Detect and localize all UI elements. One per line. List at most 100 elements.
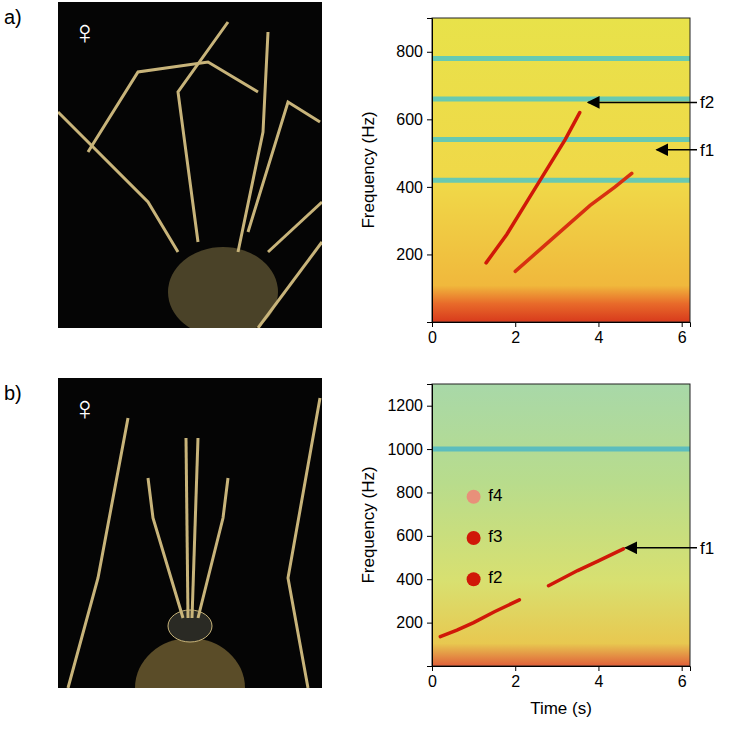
y-tick: 200: [396, 246, 432, 263]
x-tick-label: 4: [594, 673, 603, 690]
y-axis-line: [427, 385, 433, 667]
harmonic-label: f4: [488, 486, 502, 505]
y-tick-label: 600: [396, 527, 423, 544]
mosquito-leg: [268, 202, 322, 252]
x-tick-label: 4: [594, 329, 603, 346]
harmonic-label: f2: [488, 568, 502, 587]
y-tick-mark: [427, 187, 432, 188]
y-tick-label: 1200: [387, 397, 423, 414]
y-tick-label: 200: [396, 246, 423, 263]
mosquito-head: [168, 610, 212, 642]
x-tick-mark: [598, 666, 599, 671]
y-tick-mark: [427, 406, 432, 407]
annotation-arrow: [588, 102, 697, 104]
x-tick: 2: [511, 666, 520, 690]
x-tick-mark: [682, 666, 683, 671]
frequency-trace: [440, 549, 623, 637]
x-axis-title: Time (s): [530, 699, 592, 718]
y-tick-mark: [427, 449, 432, 450]
noise-band: [432, 56, 690, 61]
y-tick-label: 1000: [387, 441, 423, 458]
y-axis: 200 400 600 800: [396, 19, 432, 323]
mosquito-leg: [198, 478, 228, 618]
y-tick-mark: [427, 492, 432, 493]
x-tick-mark: [515, 322, 516, 327]
photo-background: [58, 378, 322, 688]
x-tick: 4: [594, 322, 603, 346]
y-axis: 200 400 600 800 1000 1200: [387, 385, 432, 667]
arrow-label: f1: [700, 141, 714, 160]
x-tick-label: 0: [428, 329, 437, 346]
y-tick-mark: [427, 254, 432, 255]
x-axis-line: [433, 667, 691, 672]
spectrogram-background: [432, 18, 690, 322]
annotation-arrow: [626, 547, 698, 549]
harmonic-blob: [467, 490, 481, 504]
x-axis-line: [433, 323, 691, 328]
y-tick: 800: [396, 484, 432, 501]
y-tick-label: 800: [396, 43, 423, 60]
x-tick: 6: [678, 666, 687, 690]
x-tick: 6: [678, 322, 687, 346]
y-tick-label: 400: [396, 179, 423, 196]
y-axis-title: Frequency (Hz): [359, 111, 378, 228]
x-tick: 0: [428, 322, 437, 346]
x-tick-mark: [515, 666, 516, 671]
x-tick: 4: [594, 666, 603, 690]
y-tick: 1000: [387, 441, 432, 458]
noise-band: [432, 97, 690, 102]
harmonic-label: f3: [488, 527, 502, 546]
mosquito-leg: [178, 22, 228, 242]
y-tick-mark: [427, 119, 432, 120]
photo-panel: ♀: [58, 2, 322, 337]
harmonic-blob: [467, 572, 481, 586]
sex-symbol: ♀: [72, 389, 98, 427]
y-tick-mark: [427, 623, 432, 624]
mosquito-leg: [58, 112, 178, 252]
y-tick: 400: [396, 571, 432, 588]
mosquito-leg: [68, 418, 128, 688]
y-axis-title: Frequency (Hz): [359, 466, 378, 583]
y-tick-label: 800: [396, 484, 423, 501]
y-tick: 600: [396, 527, 432, 544]
noise-band: [432, 137, 690, 142]
mosquito-sketch: [58, 22, 322, 328]
y-tick: 400: [396, 179, 432, 196]
frequency-trace: [486, 113, 580, 263]
x-tick-label: 6: [678, 329, 687, 346]
mosquito-leg: [288, 398, 320, 688]
y-tick: 800: [396, 43, 432, 60]
mosquito-leg: [88, 62, 258, 152]
photo-panel: ♀: [58, 378, 322, 729]
plot-frame: [432, 384, 690, 666]
x-tick-mark: [598, 322, 599, 327]
y-tick-label: 200: [396, 614, 423, 631]
frequency-trace: [515, 173, 632, 271]
mosquito-body: [135, 638, 245, 688]
figure: ♀♀0246200400600800Frequency (Hz)a)f2f102…: [0, 0, 742, 729]
x-tick-label: 0: [428, 673, 437, 690]
sex-symbol: ♀: [72, 13, 98, 51]
spectrogram-background: [432, 384, 690, 666]
plot-frame: [432, 18, 690, 322]
x-axis: 0 2 4 6: [428, 666, 690, 690]
y-tick: 200: [396, 614, 432, 631]
mosquito-leg: [192, 438, 198, 618]
mosquito-leg: [148, 478, 183, 618]
y-tick-mark: [427, 579, 432, 580]
plot-marks: [432, 449, 690, 637]
y-tick-mark: [427, 52, 432, 53]
panel-letter: b): [4, 382, 22, 404]
arrow-label: f1: [700, 539, 714, 558]
mosquito-leg: [186, 438, 188, 618]
x-tick-mark: [682, 322, 683, 327]
y-tick-mark: [427, 536, 432, 537]
y-tick: 600: [396, 111, 432, 128]
x-tick-label: 2: [511, 329, 520, 346]
noise-band: [432, 447, 690, 452]
mosquito-leg: [258, 242, 322, 328]
x-tick-label: 2: [511, 673, 520, 690]
noise-band: [432, 178, 690, 183]
mosquito-body: [168, 247, 278, 328]
x-axis: 0 2 4 6: [428, 322, 690, 346]
